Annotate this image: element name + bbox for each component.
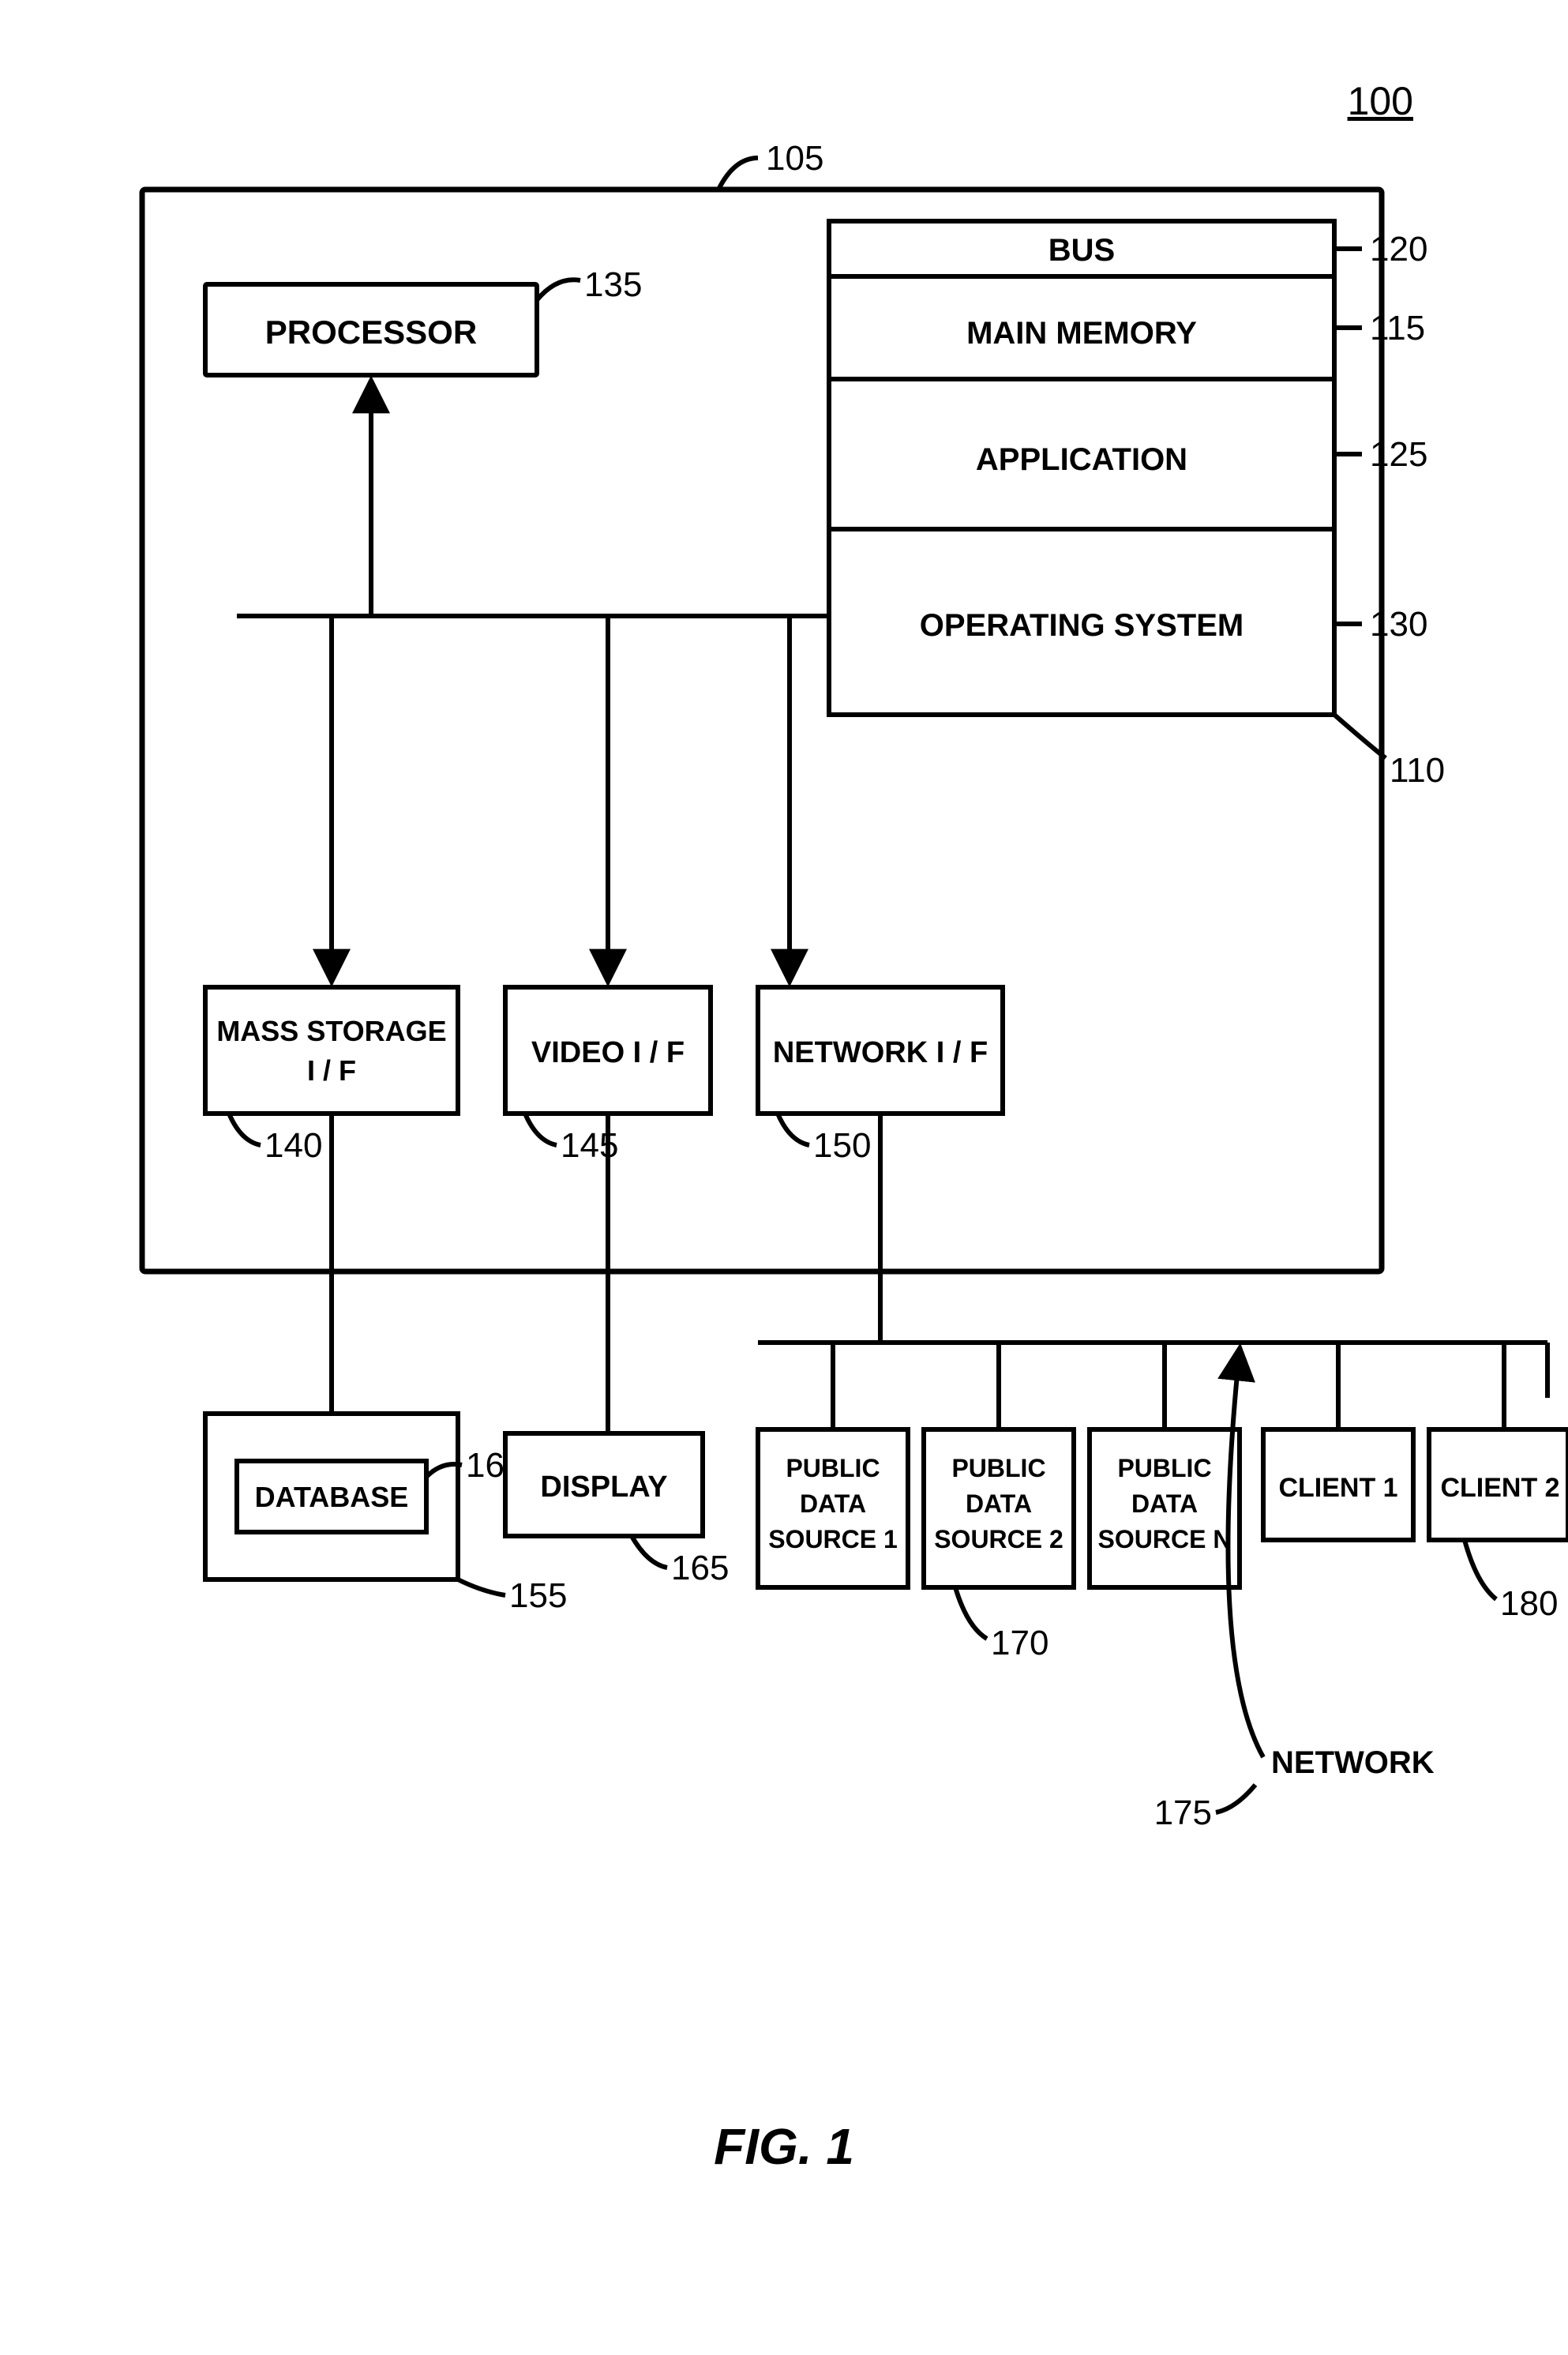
ref-125: 125 <box>1370 435 1427 474</box>
ref-155: 155 <box>509 1576 567 1615</box>
pdsN-label-1: PUBLIC <box>1117 1454 1211 1482</box>
ref-130: 130 <box>1370 605 1427 644</box>
leadline-165 <box>632 1536 667 1568</box>
ref-170: 170 <box>991 1624 1048 1662</box>
video-if-label: VIDEO I / F <box>531 1036 685 1069</box>
leadline-170 <box>955 1587 987 1639</box>
leadline-135 <box>537 280 580 300</box>
ref-150: 150 <box>813 1126 871 1165</box>
leadline-145 <box>525 1114 557 1145</box>
display-label: DISPLAY <box>540 1470 667 1504</box>
application-label: APPLICATION <box>976 442 1187 477</box>
leadline-110 <box>1334 715 1386 758</box>
database-label: DATABASE <box>255 1481 409 1513</box>
figure-title: FIG. 1 <box>714 2118 854 2175</box>
leadline-150 <box>778 1114 809 1145</box>
bus-label: BUS <box>1048 233 1115 268</box>
pdsN-label-3: SOURCE N <box>1098 1525 1232 1553</box>
ref-135: 135 <box>584 265 642 304</box>
ref-100: 100 <box>1348 79 1413 123</box>
client1-label: CLIENT 1 <box>1278 1473 1397 1503</box>
mass-storage-label-2: I / F <box>307 1054 356 1087</box>
pds1-label-1: PUBLIC <box>786 1454 880 1482</box>
ref-105: 105 <box>766 139 823 178</box>
ref-115: 115 <box>1370 309 1425 347</box>
network-if-label: NETWORK I / F <box>773 1036 988 1069</box>
leadline-155 <box>458 1579 505 1595</box>
pds2-label-1: PUBLIC <box>951 1454 1045 1482</box>
processor-label: PROCESSOR <box>265 314 477 351</box>
pds2-label-3: SOURCE 2 <box>934 1525 1063 1553</box>
leadline-175b <box>1216 1785 1255 1812</box>
ref-140: 140 <box>264 1126 322 1165</box>
ref-165: 165 <box>671 1549 729 1587</box>
network-label: NETWORK <box>1271 1745 1435 1780</box>
os-label: OPERATING SYSTEM <box>920 608 1244 643</box>
main-memory-label: MAIN MEMORY <box>966 316 1197 351</box>
leadline-105 <box>718 158 758 190</box>
mass-storage-label-1: MASS STORAGE <box>216 1015 446 1047</box>
ref-110: 110 <box>1390 751 1445 790</box>
pds2-label-2: DATA <box>966 1489 1032 1518</box>
leadline-180 <box>1465 1540 1496 1599</box>
ref-175: 175 <box>1154 1793 1212 1832</box>
pdsN-label-2: DATA <box>1131 1489 1198 1518</box>
pds1-label-3: SOURCE 1 <box>768 1525 898 1553</box>
client2-label: CLIENT 2 <box>1440 1473 1559 1503</box>
ref-120: 120 <box>1370 230 1427 269</box>
pds1-label-2: DATA <box>800 1489 866 1518</box>
mass-storage-box <box>205 987 458 1114</box>
ref-180: 180 <box>1500 1584 1558 1623</box>
leadline-140 <box>229 1114 261 1145</box>
